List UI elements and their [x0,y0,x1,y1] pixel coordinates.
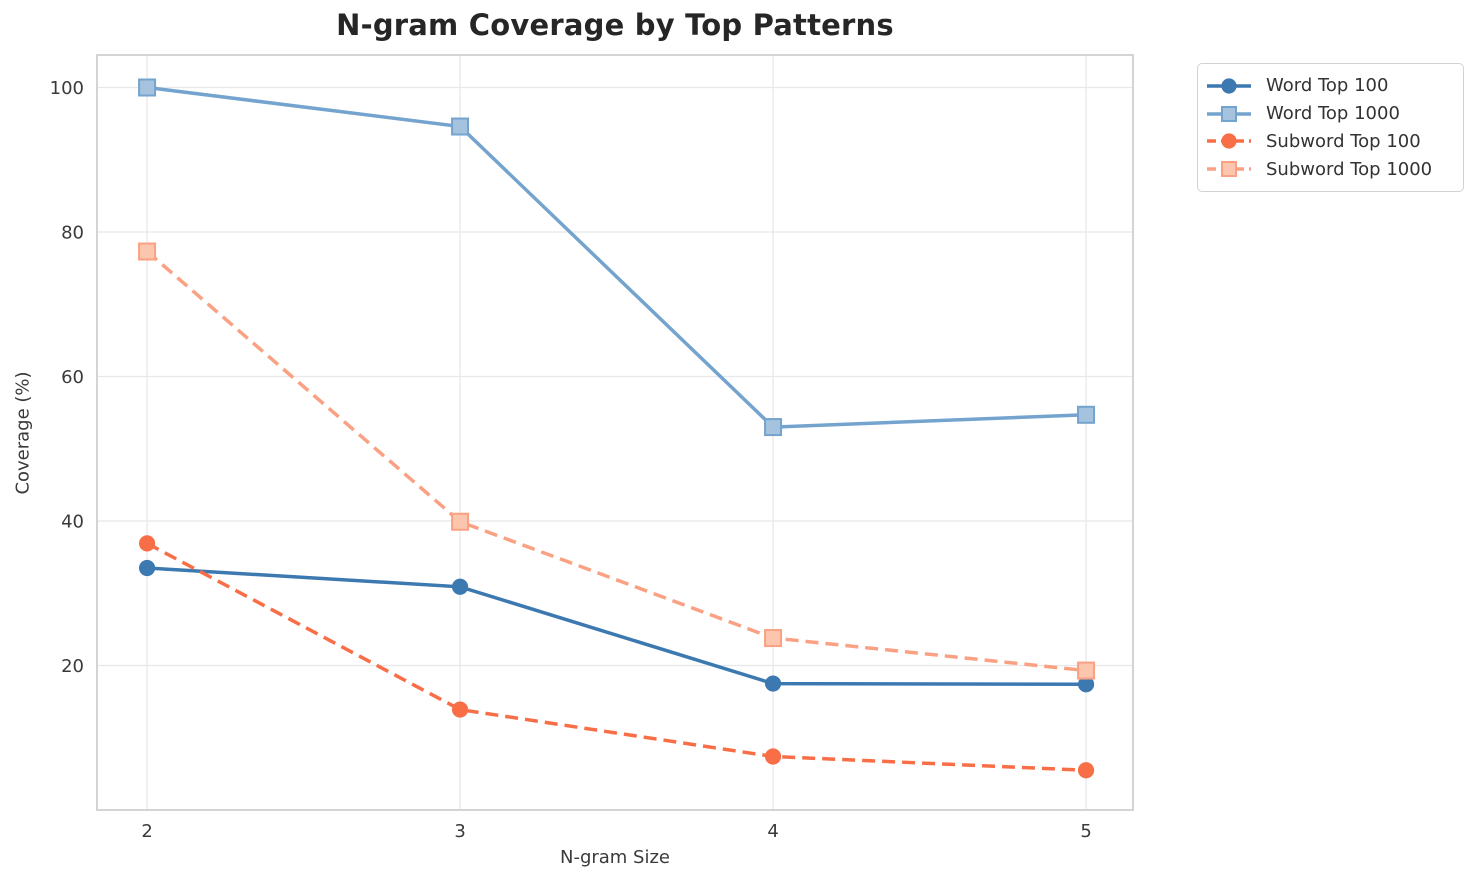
axes-spines [96,54,1134,811]
x-tick-label: 5 [1080,821,1091,842]
x-tick-label: 2 [141,821,152,842]
legend-square-swatch [1207,105,1251,122]
circle-marker [451,701,469,718]
circle-marker [138,535,156,552]
square-marker [1221,161,1237,178]
square-marker [764,629,783,648]
legend-item-word-top-1000: Word Top 1000 [1205,100,1453,127]
series-word-top-100 [138,559,1095,693]
legend-label: Word Top 100 [1266,75,1389,97]
series-word-top-1000 [138,78,1096,437]
x-tick-label: 3 [454,821,465,842]
legend-circle-swatch [1207,133,1251,149]
series-line [146,566,1087,687]
circle-marker [1077,762,1095,779]
y-tick-label: 40 [61,511,84,532]
y-tick-label: 20 [61,656,84,677]
legend-item-subword-top-1000: Subword Top 1000 [1205,156,1453,183]
legend-item-subword-top-100: Subword Top 100 [1205,128,1453,155]
circle-marker [764,675,782,692]
chart-title: N-gram Coverage by Top Patterns [336,8,894,42]
x-tick-labels: 2 3 4 5 [141,821,1091,842]
circle-marker [1221,78,1237,94]
x-axis-label: N-gram Size [559,847,671,868]
y-tick-label: 100 [50,78,84,99]
circle-marker [1221,133,1237,149]
square-marker [451,512,470,531]
legend-label: Word Top 1000 [1266,103,1400,125]
square-marker [764,418,783,437]
square-marker [1077,661,1096,680]
legend-label: Subword Top 100 [1266,130,1421,152]
series-line [146,85,1087,429]
circle-marker [451,578,469,595]
gridlines [97,55,1133,810]
circle-marker [138,559,156,577]
circle-marker [764,748,782,765]
series-line [145,250,1087,673]
y-tick-label: 60 [61,367,84,388]
y-tick-labels: 20 40 60 80 100 [50,78,84,677]
square-marker [451,117,470,136]
legend-square-swatch [1207,161,1251,178]
series-line [146,541,1087,773]
legend: Word Top 100 Word Top 1000 Subword Top 100… [1197,63,1464,192]
square-marker [1221,105,1237,122]
legend-circle-swatch [1207,78,1251,94]
square-marker [138,78,157,97]
series-subword-top-100 [138,535,1095,779]
x-tick-label: 4 [767,821,778,842]
legend-item-word-top-100: Word Top 100 [1205,72,1453,99]
square-marker [138,242,157,261]
series-subword-top-1000 [138,242,1096,680]
square-marker [1077,405,1096,424]
legend-label: Subword Top 1000 [1266,158,1433,180]
y-tick-label: 80 [61,222,84,243]
